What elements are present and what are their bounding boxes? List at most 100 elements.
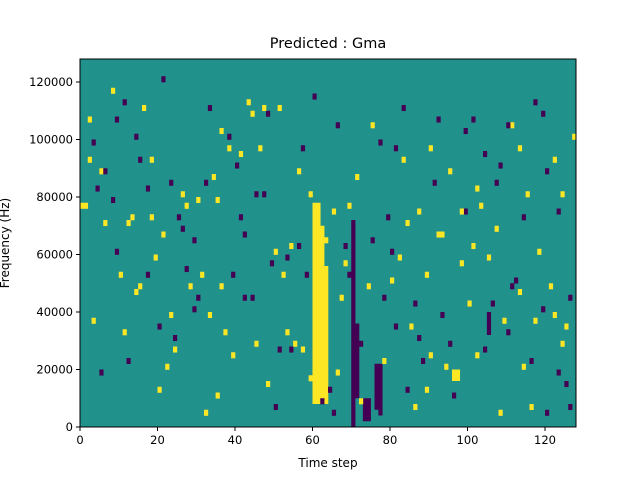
heatmap-cell <box>250 110 255 117</box>
heatmap-cell <box>463 128 468 135</box>
heatmap-cell <box>246 99 251 106</box>
heatmap-cell <box>95 185 100 192</box>
heatmap-cell <box>238 214 244 221</box>
x-tick-label: 40 <box>228 433 243 447</box>
heatmap-cell <box>254 191 259 198</box>
heatmap-cell <box>262 191 267 198</box>
heatmap-cell <box>103 220 108 227</box>
heatmap-cell <box>471 116 476 123</box>
heatmap-band <box>355 323 360 399</box>
heatmap-cell <box>91 317 96 324</box>
heatmap-cell <box>169 312 174 319</box>
heatmap-cell <box>483 151 488 158</box>
plot-frame <box>79 58 577 428</box>
heatmap-cell <box>428 352 433 359</box>
heatmap-cell <box>188 283 193 290</box>
heatmap-cell <box>331 208 337 215</box>
heatmap-cell <box>459 260 464 267</box>
heatmap-cell <box>386 214 391 221</box>
x-axis: 0 20 40 60 80 100 120 <box>76 427 556 447</box>
heatmap-cell <box>192 306 197 313</box>
y-tick-label: 0 <box>66 420 73 434</box>
heatmap-cell <box>320 398 325 405</box>
heatmap-cell <box>556 208 561 215</box>
heatmap-cell <box>568 404 573 411</box>
heatmap-cell <box>521 363 526 370</box>
heatmap-cell <box>219 283 224 290</box>
heatmap-cell <box>444 363 449 370</box>
heatmap-band <box>324 266 329 404</box>
heatmap-cell <box>390 277 395 284</box>
heatmap-cell <box>277 105 282 112</box>
heatmap-band <box>452 369 457 381</box>
heatmap-cell <box>428 145 433 152</box>
heatmap-cell <box>91 139 96 146</box>
heatmap-cell <box>370 237 375 244</box>
heatmap-cell <box>390 248 395 255</box>
heatmap-cell <box>293 340 298 347</box>
heatmap-cell <box>211 174 216 181</box>
heatmap-cell <box>289 243 294 250</box>
heatmap-cell <box>242 294 247 301</box>
heatmap-cell <box>126 358 131 365</box>
heatmap-cell <box>122 329 127 336</box>
heatmap-cell <box>184 202 189 209</box>
heatmap-cell <box>165 363 170 370</box>
y-tick-label: 60000 <box>36 248 73 262</box>
heatmap-cell <box>463 208 468 215</box>
heatmap-cell <box>552 156 557 163</box>
x-tick-label: 120 <box>534 433 556 447</box>
heatmap-cell <box>242 231 247 238</box>
heatmap-cell <box>161 76 166 83</box>
heatmap-cell <box>300 145 306 152</box>
plot-area <box>79 58 577 428</box>
heatmap-cell <box>99 168 104 175</box>
heatmap-cell <box>413 300 418 307</box>
heatmap-cell <box>173 346 178 353</box>
heatmap-cell <box>479 202 484 209</box>
heatmap-cell <box>335 122 340 129</box>
heatmap-cell <box>343 260 348 267</box>
heatmap-cell <box>134 289 139 296</box>
heatmap-band <box>312 202 317 404</box>
heatmap-cell <box>432 179 437 186</box>
heatmap-cell <box>498 162 503 169</box>
y-tick-label: 40000 <box>36 305 73 319</box>
heatmap-cell <box>238 151 244 158</box>
y-tick-label: 20000 <box>36 363 73 377</box>
heatmap-cell <box>506 329 511 336</box>
heatmap-cell <box>448 340 453 347</box>
heatmap-cell <box>277 346 282 353</box>
heatmap-cell <box>289 346 294 353</box>
heatmap-cell <box>366 283 371 290</box>
heatmap-cell <box>417 335 422 342</box>
heatmap-cell <box>180 191 185 198</box>
heatmap-cell <box>223 329 228 336</box>
heatmap-cell <box>490 300 495 307</box>
heatmap-cell <box>370 122 375 129</box>
heatmap-cell <box>87 116 92 123</box>
x-tick-label: 60 <box>305 433 320 447</box>
heatmap-cell <box>114 248 120 255</box>
heatmap-cell <box>393 145 399 152</box>
heatmap-band <box>320 225 325 404</box>
heatmap-cell <box>281 271 286 278</box>
heatmap-cell <box>494 179 499 186</box>
heatmap-cell <box>537 248 542 255</box>
heatmap-cell <box>149 214 154 221</box>
heatmap-cell <box>145 271 151 278</box>
heatmap-cell <box>149 156 154 163</box>
heatmap-cell <box>556 369 561 376</box>
heatmap-cell <box>134 133 139 140</box>
heatmap-cell <box>308 375 313 382</box>
heatmap-cell <box>506 122 511 129</box>
heatmap-cell <box>572 133 577 140</box>
heatmap-cell <box>266 381 271 388</box>
heatmap-cell <box>514 277 519 284</box>
x-tick-label: 100 <box>457 433 479 447</box>
heatmap-cell <box>568 294 573 301</box>
heatmap-cell <box>436 231 441 238</box>
heatmap-cell <box>204 409 209 416</box>
heatmap-cell <box>502 317 507 324</box>
